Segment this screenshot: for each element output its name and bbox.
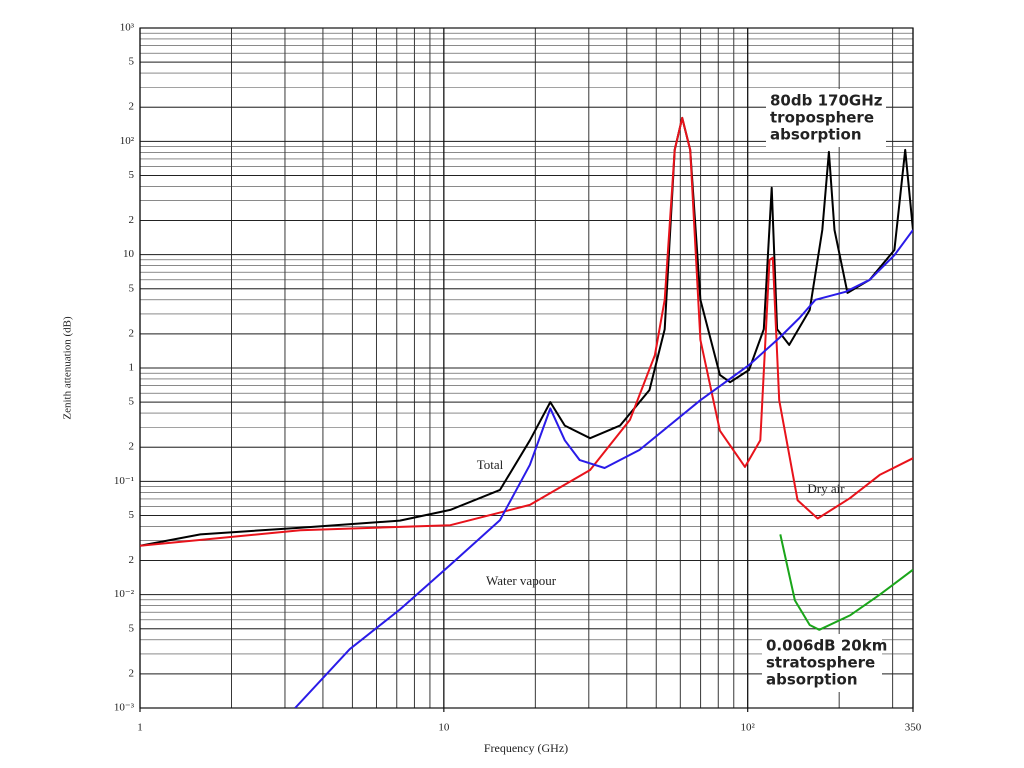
y-tick-label: 2	[129, 667, 135, 679]
y-tick-label: 10³	[120, 22, 135, 34]
annotation-text: absorption	[770, 126, 862, 144]
y-tick-label: 5	[129, 282, 135, 294]
x-tick-label: 350	[905, 722, 922, 734]
y-tick-label: 5	[129, 56, 135, 68]
y-tick-label: 10⁻²	[114, 588, 135, 600]
y-tick-label: 2	[129, 327, 135, 339]
x-tick-label: 10	[438, 722, 450, 734]
y-axis-label: Zenith attenuation (dB)	[62, 316, 74, 420]
annotation-text: troposphere	[770, 109, 874, 127]
plot-frame	[139, 27, 914, 709]
series-line	[779, 534, 913, 631]
y-tick-label: 5	[129, 169, 135, 181]
series-line	[140, 116, 913, 547]
y-tick-label: 2	[129, 441, 135, 453]
annotation-text: absorption	[766, 671, 858, 689]
annotation-text: stratosphere	[766, 654, 875, 672]
y-tick-label: 2	[129, 101, 135, 113]
y-tick-label: 10⁻³	[114, 702, 135, 714]
y-tick-label: 2	[129, 554, 135, 566]
annotation-box	[762, 634, 882, 692]
series-label: Water vapour	[486, 573, 557, 588]
annotation-box	[766, 89, 886, 147]
y-tick-label: 5	[129, 396, 135, 408]
y-tick-label: 10	[123, 248, 135, 260]
x-tick-label: 10²	[741, 722, 756, 734]
series-label: Total	[477, 457, 504, 472]
x-tick-label: 1	[137, 722, 143, 734]
annotation-text: 0.006dB 20km	[766, 637, 887, 655]
y-tick-label: 10²	[120, 135, 135, 147]
y-tick-label: 5	[129, 509, 135, 521]
y-tick-label: 1	[129, 362, 135, 374]
x-axis-label: Frequency (GHz)	[484, 741, 568, 755]
series-label: Dry air	[807, 481, 845, 496]
annotation-text: 80db 170GHz	[770, 92, 883, 110]
y-tick-label: 10⁻¹	[114, 475, 134, 487]
series-line	[294, 229, 913, 708]
y-tick-label: 5	[129, 622, 135, 634]
series-line	[140, 116, 913, 547]
y-tick-label: 2	[129, 214, 135, 226]
